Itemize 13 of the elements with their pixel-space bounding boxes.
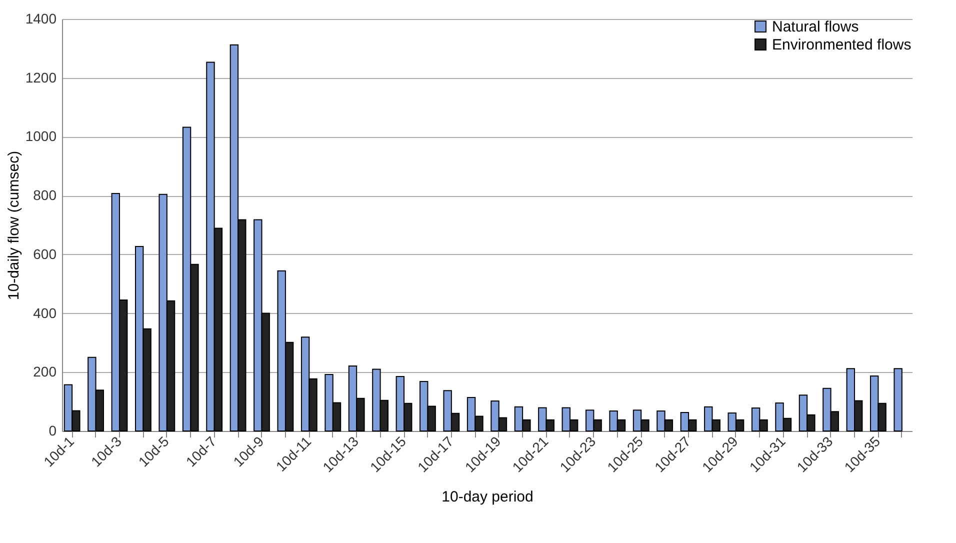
y-tick-label: 400 [33,304,57,321]
bar [894,368,902,432]
y-tick-label: 1000 [25,128,57,144]
y-tick-label: 1200 [25,69,57,86]
y-axis-title: 10-daily flow (cumsec) [5,150,22,300]
legend-label: Environmented flows [772,36,912,54]
y-tick-label: 200 [33,364,57,380]
x-axis-title: 10-day period [442,488,534,506]
legend-label: Natural flows [772,18,859,36]
y-tick-label: 1400 [25,10,57,26]
y-tick-label: 600 [33,246,57,262]
y-tick-label: 0 [48,422,57,438]
y-tick-label: 800 [33,187,57,204]
